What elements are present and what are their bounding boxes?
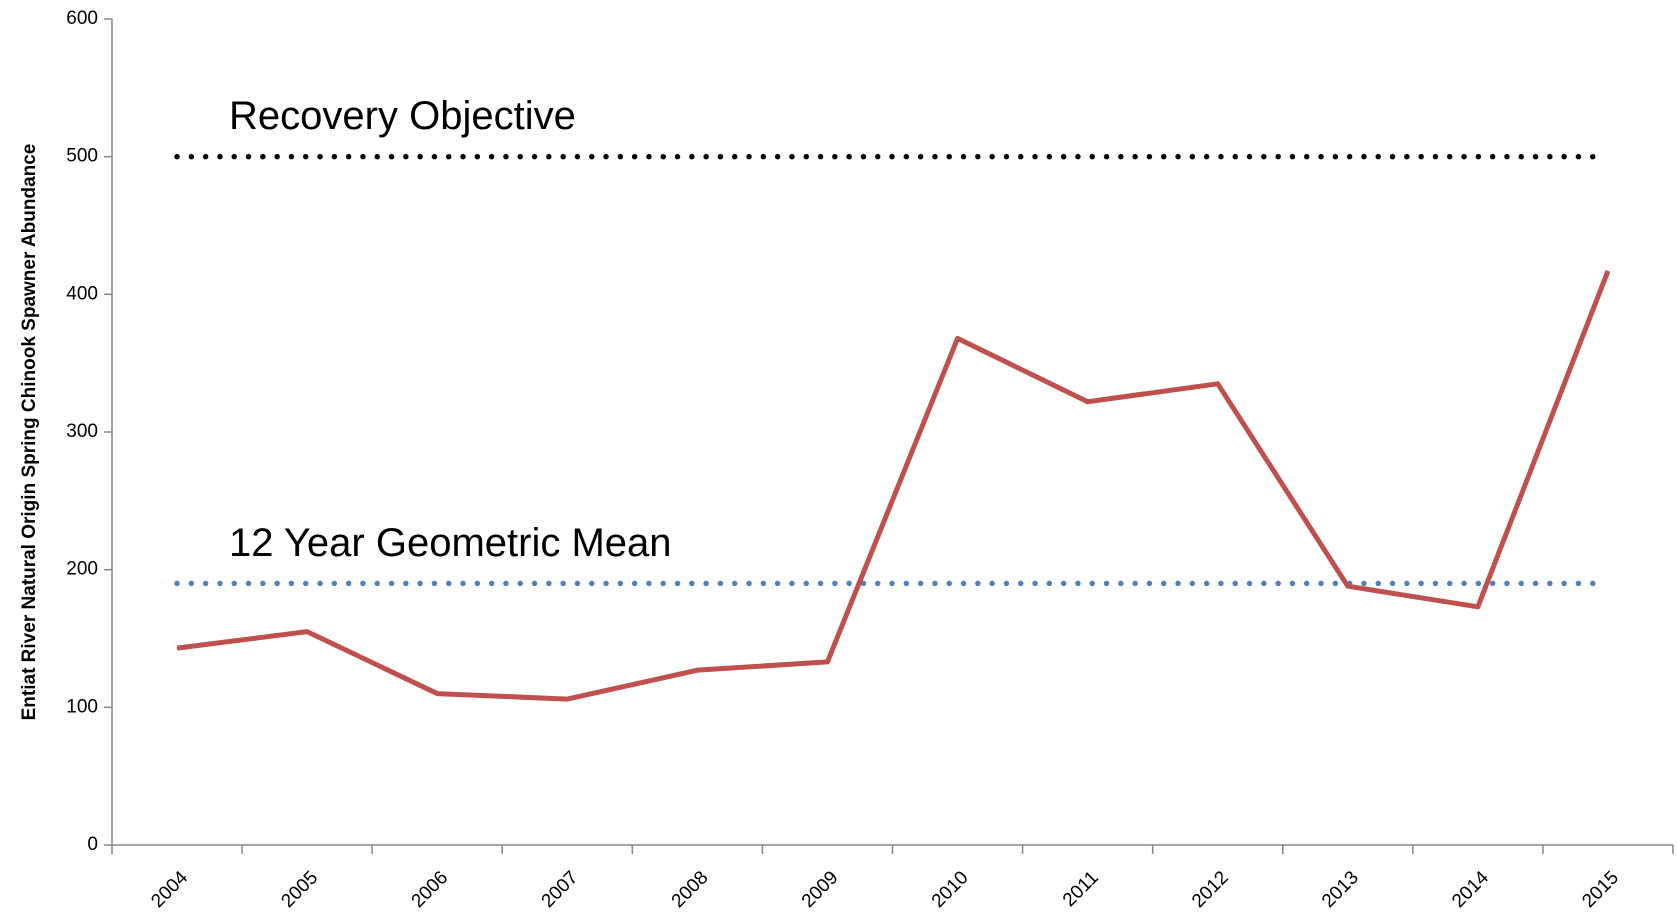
x-tick-label: 2014	[1448, 867, 1493, 912]
y-axis-label: Entiat River Natural Origin Spring Chino…	[19, 144, 40, 721]
y-tick-label: 100	[66, 696, 98, 717]
x-tick-label: 2013	[1318, 867, 1363, 912]
x-tick-label: 2006	[408, 867, 453, 912]
y-tick-label: 0	[87, 834, 98, 855]
y-tick-label: 600	[66, 8, 98, 29]
reference-label: 12 Year Geometric Mean	[229, 521, 671, 565]
x-tick-label: 2007	[538, 867, 583, 912]
y-tick-label: 400	[66, 283, 98, 304]
x-tick-label: 2015	[1578, 867, 1623, 912]
y-tick-label: 500	[66, 146, 98, 167]
x-tick-label: 2010	[928, 867, 973, 912]
x-tick-label: 2004	[147, 867, 192, 912]
data-line	[176, 270, 1611, 702]
y-tick-label: 300	[66, 421, 98, 442]
x-tick-label: 2011	[1059, 867, 1103, 911]
y-tick-label: 200	[66, 559, 98, 580]
x-tick-label: 2005	[277, 867, 322, 912]
x-tick-label: 2008	[668, 867, 713, 912]
x-tick-label: 2009	[798, 867, 843, 912]
reference-label: Recovery Objective	[229, 94, 576, 138]
x-tick-label: 2012	[1188, 867, 1233, 912]
